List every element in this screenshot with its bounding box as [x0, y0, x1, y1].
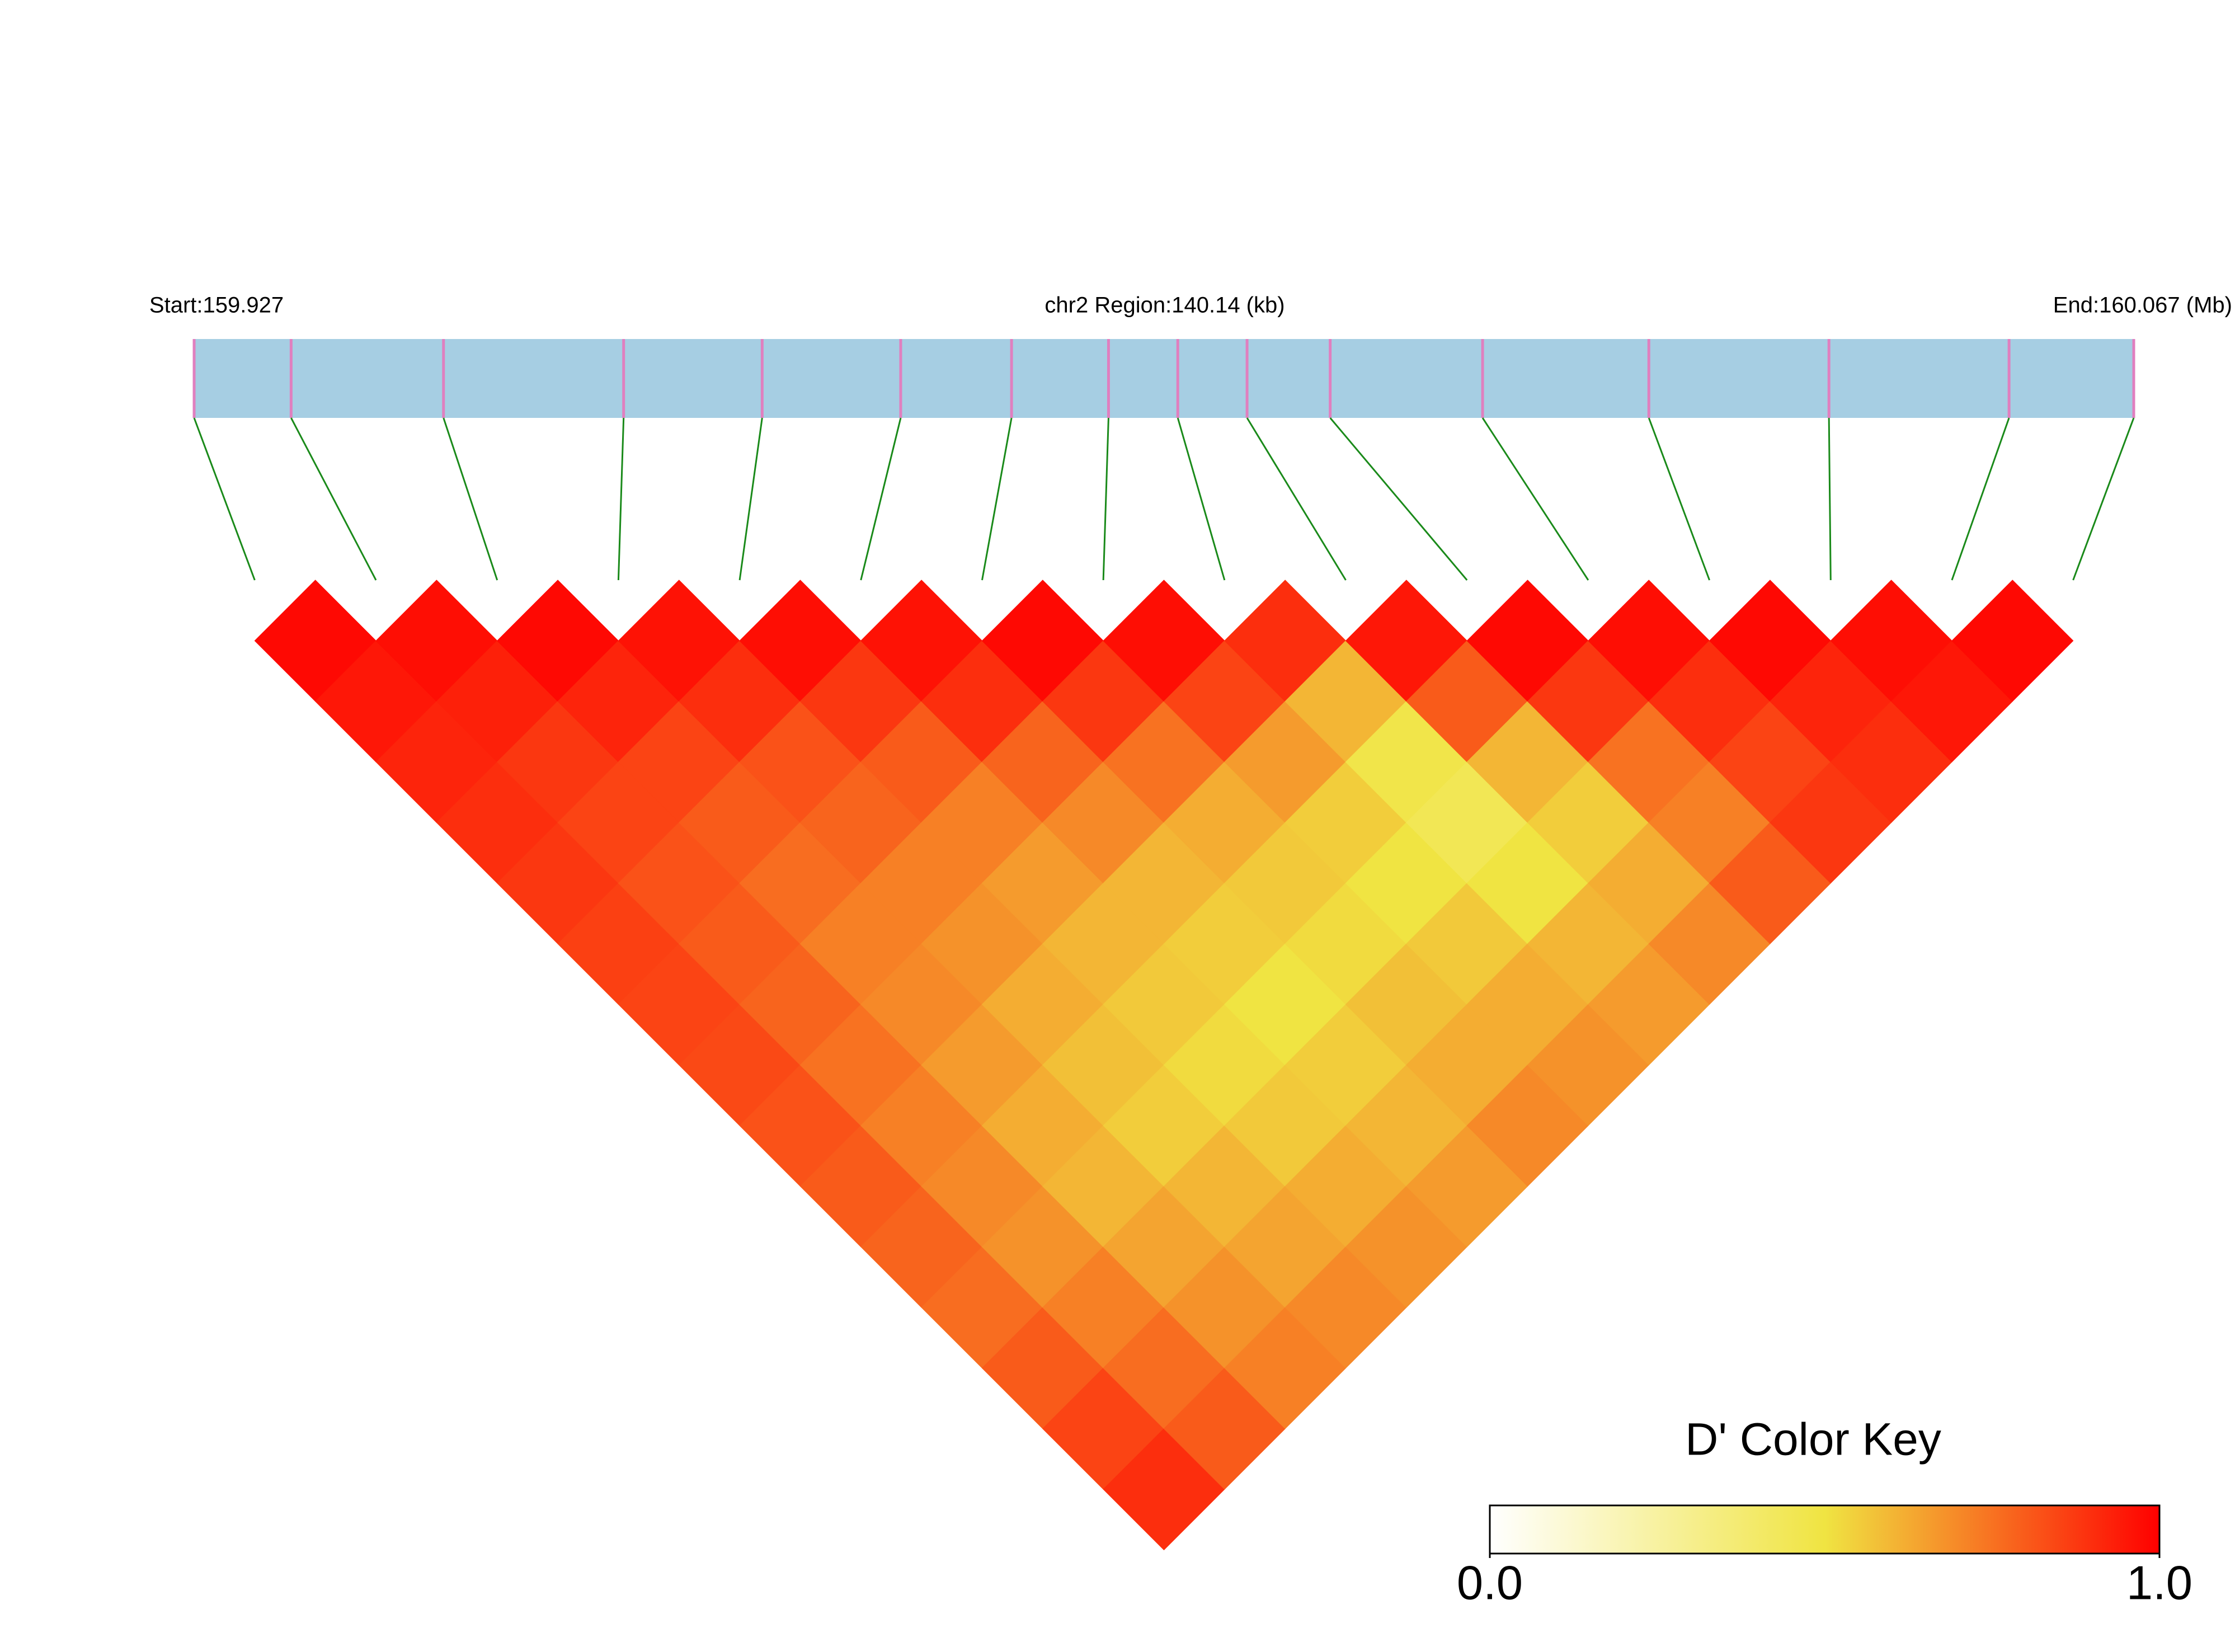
- snp-connector: [2072, 417, 2135, 581]
- key-tick-label: 0.0: [1457, 1556, 1523, 1609]
- snp-connector: [443, 417, 498, 581]
- snp-connector: [981, 417, 1013, 581]
- snp-connector: [290, 417, 377, 581]
- color-key: [1489, 1504, 2161, 1555]
- snp-connector: [1329, 417, 1468, 581]
- snp-connector: [1951, 417, 2010, 581]
- ld-cell: [1951, 580, 2074, 702]
- key-title: D' Color Key: [1685, 1414, 1941, 1465]
- start-label: Start:159.927: [149, 293, 284, 318]
- snp-connector: [738, 417, 763, 581]
- snp-connector: [1102, 417, 1109, 581]
- end-label: End:160.067 (Mb): [2053, 293, 2232, 318]
- snp-connector: [860, 417, 902, 581]
- snp-connector: [193, 417, 256, 581]
- snp-connector: [1246, 417, 1347, 581]
- snp-connector: [1648, 417, 1710, 581]
- snp-connector: [1177, 417, 1226, 581]
- key-tick-label: 1.0: [2126, 1556, 2192, 1609]
- snp-connector: [1828, 417, 1832, 581]
- region-label: chr2 Region:140.14 (kb): [1044, 293, 1284, 318]
- snp-connector: [1481, 417, 1589, 581]
- snp-track: [194, 339, 2134, 418]
- snp-connector: [617, 417, 625, 581]
